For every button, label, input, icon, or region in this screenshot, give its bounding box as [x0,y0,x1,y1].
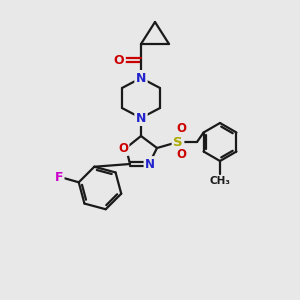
Text: CH₃: CH₃ [209,176,230,186]
Text: O: O [118,142,128,154]
Text: N: N [145,158,155,170]
Text: O: O [114,53,124,67]
Text: S: S [173,136,183,148]
Text: O: O [176,122,186,136]
Text: F: F [55,171,63,184]
Text: N: N [136,112,146,124]
Text: O: O [176,148,186,161]
Text: N: N [136,71,146,85]
